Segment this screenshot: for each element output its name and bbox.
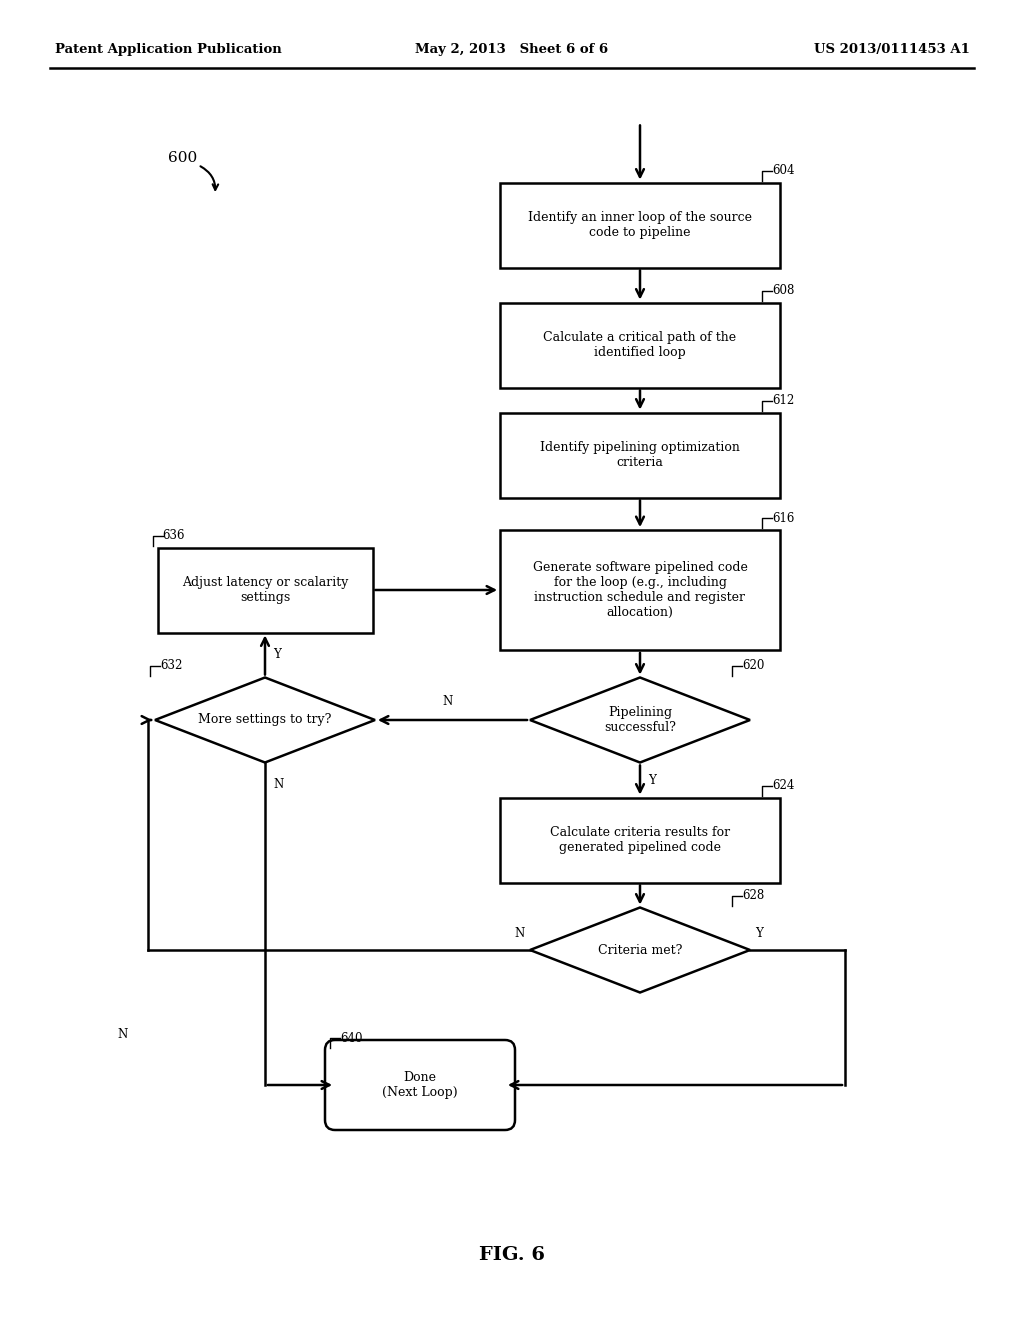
Text: 612: 612 <box>772 393 795 407</box>
FancyBboxPatch shape <box>500 531 780 649</box>
Text: Y: Y <box>273 648 281 661</box>
Text: Identify pipelining optimization
criteria: Identify pipelining optimization criteri… <box>540 441 740 469</box>
Text: 620: 620 <box>742 659 764 672</box>
Text: Generate software pipelined code
for the loop (e.g., including
instruction sched: Generate software pipelined code for the… <box>532 561 748 619</box>
Text: 640: 640 <box>340 1031 362 1044</box>
Text: N: N <box>118 1028 128 1041</box>
FancyBboxPatch shape <box>500 182 780 268</box>
Text: 624: 624 <box>772 779 795 792</box>
Text: Done
(Next Loop): Done (Next Loop) <box>382 1071 458 1100</box>
Text: 628: 628 <box>742 888 764 902</box>
FancyBboxPatch shape <box>158 548 373 632</box>
Text: 632: 632 <box>160 659 182 672</box>
Text: Pipelining
successful?: Pipelining successful? <box>604 706 676 734</box>
Text: N: N <box>515 927 525 940</box>
Text: Patent Application Publication: Patent Application Publication <box>55 44 282 57</box>
Text: FIG. 6: FIG. 6 <box>479 1246 545 1265</box>
Text: 608: 608 <box>772 284 795 297</box>
Text: US 2013/0111453 A1: US 2013/0111453 A1 <box>814 44 970 57</box>
Text: N: N <box>273 777 284 791</box>
Text: More settings to try?: More settings to try? <box>199 714 332 726</box>
FancyBboxPatch shape <box>500 412 780 498</box>
Text: Criteria met?: Criteria met? <box>598 944 682 957</box>
Text: Identify an inner loop of the source
code to pipeline: Identify an inner loop of the source cod… <box>528 211 752 239</box>
Text: Adjust latency or scalarity
settings: Adjust latency or scalarity settings <box>182 576 348 605</box>
Text: May 2, 2013   Sheet 6 of 6: May 2, 2013 Sheet 6 of 6 <box>416 44 608 57</box>
FancyBboxPatch shape <box>500 302 780 388</box>
Polygon shape <box>155 677 375 763</box>
FancyBboxPatch shape <box>500 797 780 883</box>
Text: Calculate criteria results for
generated pipelined code: Calculate criteria results for generated… <box>550 826 730 854</box>
Text: 600: 600 <box>168 150 198 165</box>
Text: 636: 636 <box>163 529 185 543</box>
Text: Y: Y <box>648 774 656 787</box>
Text: N: N <box>442 696 453 708</box>
FancyBboxPatch shape <box>325 1040 515 1130</box>
Text: 616: 616 <box>772 511 795 524</box>
Text: Y: Y <box>755 927 763 940</box>
Text: Calculate a critical path of the
identified loop: Calculate a critical path of the identif… <box>544 331 736 359</box>
Polygon shape <box>530 677 750 763</box>
Polygon shape <box>530 908 750 993</box>
Text: 604: 604 <box>772 164 795 177</box>
